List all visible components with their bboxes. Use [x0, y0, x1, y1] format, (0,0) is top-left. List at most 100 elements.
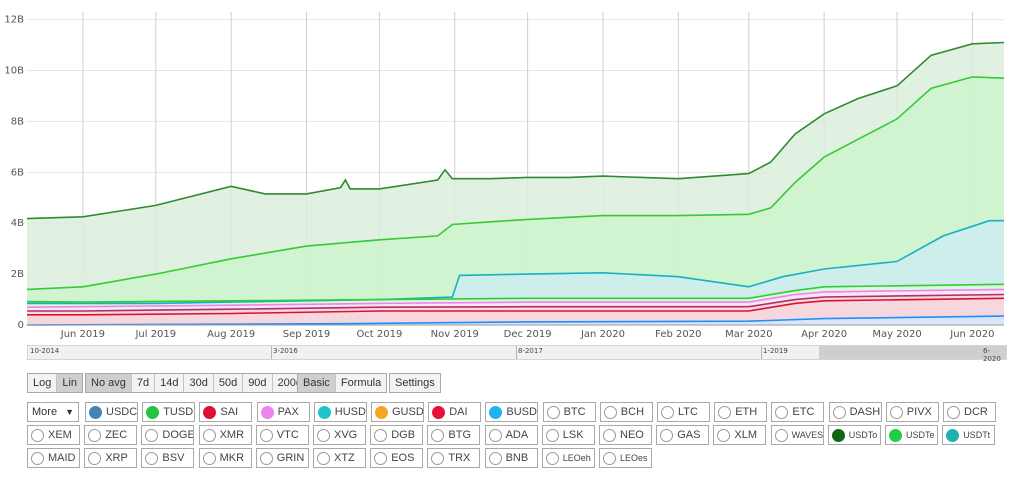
radio-icon	[488, 428, 502, 442]
coin-toggle-usdte[interactable]: USDTe	[885, 425, 938, 445]
series-line-2[interactable]	[27, 219, 1004, 305]
avg-7d-button[interactable]: 7d	[132, 374, 156, 392]
coin-toggle-label: GRIN	[276, 452, 305, 464]
selected-radio-icon	[889, 428, 902, 442]
series-area-7	[27, 316, 1004, 325]
radio-icon	[603, 405, 617, 419]
coin-toggle-lsk[interactable]: LSK	[541, 425, 595, 445]
coin-toggle-btg[interactable]: BTG	[427, 425, 481, 445]
coin-toggle-usdtt[interactable]: USDTt	[942, 425, 996, 445]
avg-50d-button[interactable]: 50d	[214, 374, 244, 392]
coin-toggle-grin[interactable]: GRIN	[255, 448, 309, 468]
coin-toggle-dash[interactable]: DASH	[828, 402, 882, 422]
series-line-1[interactable]	[26, 76, 1005, 291]
coin-toggle-label: NEO	[620, 429, 644, 441]
series-line-7[interactable]	[26, 315, 1005, 326]
coin-toggle-label: USDC	[106, 406, 138, 418]
y-tick-label: 4B	[11, 218, 24, 229]
coin-toggle-ada[interactable]: ADA	[484, 425, 538, 445]
coin-toggle-neo[interactable]: NEO	[599, 425, 652, 445]
avg-90d-button[interactable]: 90d	[243, 374, 273, 392]
series-line-5[interactable]	[27, 293, 1005, 312]
range-navigator[interactable]: 10-2014 3-2016 8-2017 1-2019 6-2020	[27, 345, 1007, 363]
selected-radio-icon	[260, 405, 274, 419]
navigator-selection[interactable]	[819, 346, 1006, 359]
x-tick-label: Sep 2019	[283, 329, 330, 340]
radio-icon	[431, 451, 445, 465]
coin-toggle-zec[interactable]: ZEC	[84, 425, 138, 445]
stablecoin-chart[interactable]: 0 2B 4B 6B 8B 10B 12B Jun 2019 Jul 2019 Aug 2019…	[0, 0, 1024, 345]
coin-toggle-xem[interactable]: XEM	[27, 425, 80, 445]
series-line-6[interactable]	[27, 297, 1005, 316]
log-scale-button[interactable]: Log	[28, 374, 58, 392]
coin-toggle-trx[interactable]: TRX	[427, 448, 481, 468]
coin-toggle-bch[interactable]: BCH	[599, 402, 653, 422]
radio-icon	[889, 405, 903, 419]
coin-toggle-xmr[interactable]: XMR	[198, 425, 252, 445]
formula-mode-button[interactable]: Formula	[340, 377, 382, 389]
coin-toggle-vtc[interactable]: VTC	[255, 425, 309, 445]
more-select[interactable]: More ▼	[27, 402, 79, 422]
coin-toggle-pivx[interactable]: PIVX	[885, 402, 939, 422]
coin-toggle-eos[interactable]: EOS	[370, 448, 424, 468]
coin-toggle-usdto[interactable]: USDTo	[827, 425, 881, 445]
coin-toggle-usdc[interactable]: USDC	[85, 402, 138, 422]
coin-toggle-dgb[interactable]: DGB	[370, 425, 424, 445]
coin-toggle-bsv[interactable]: BSV	[141, 448, 195, 468]
coin-toggle-etc[interactable]: ETC	[771, 402, 825, 422]
coin-toggle-dai[interactable]: DAI	[428, 402, 482, 422]
coin-toggle-bnb[interactable]: BNB	[484, 448, 538, 468]
coin-toggle-label: LEOeh	[562, 453, 591, 463]
radio-icon	[88, 451, 102, 465]
y-tick-label: 6B	[11, 167, 24, 178]
series-area-1	[27, 76, 1004, 326]
series-line-0[interactable]	[26, 41, 1005, 220]
coin-toggle-doge[interactable]: DOGE	[141, 425, 195, 445]
coin-toggle-label: TRX	[448, 452, 471, 464]
coin-toggle-busd[interactable]: BUSD	[485, 402, 539, 422]
avg-200d-button[interactable]: 200d	[277, 377, 303, 389]
coin-toggle-xrp[interactable]: XRP	[84, 448, 138, 468]
series-line-4[interactable]	[26, 288, 1005, 308]
radio-icon	[660, 428, 674, 442]
series-line-3[interactable]	[26, 283, 1005, 303]
lin-scale-button[interactable]: Lin	[57, 374, 83, 392]
coin-toggle-xtz[interactable]: XTZ	[313, 448, 366, 468]
coin-toggle-dcr[interactable]: DCR	[943, 402, 996, 422]
y-tick-label: 10B	[4, 66, 24, 77]
navigator-tick	[761, 346, 762, 359]
settings-button[interactable]: Settings	[395, 377, 435, 389]
radio-icon	[374, 428, 388, 442]
radio-icon	[88, 428, 102, 442]
coin-toggle-label: XVG	[334, 429, 358, 441]
coin-toggle-maid[interactable]: MAID	[27, 448, 80, 468]
avg-30d-button[interactable]: 30d	[184, 374, 214, 392]
coin-toggle-gas[interactable]: GAS	[656, 425, 710, 445]
coin-toggle-leoes[interactable]: LEOes	[599, 448, 652, 468]
coin-toggle-sai[interactable]: SAI	[199, 402, 253, 422]
coin-toggle-xlm[interactable]: XLM	[713, 425, 767, 445]
coin-toggle-leoeh[interactable]: LEOeh	[541, 448, 595, 468]
basic-mode-button[interactable]: Basic	[298, 374, 336, 392]
radio-icon	[661, 405, 674, 419]
x-tick-label: Jun 2020	[949, 329, 994, 340]
radio-icon	[145, 428, 159, 442]
coin-toggle-mkr[interactable]: MKR	[198, 448, 252, 468]
coin-toggle-waves[interactable]: WAVES	[770, 425, 824, 445]
coin-toggle-tusd[interactable]: TUSD	[142, 402, 196, 422]
coin-toggle-label: PIVX	[906, 406, 932, 418]
coin-toggle-btc[interactable]: BTC	[542, 402, 596, 422]
coin-toggle-gusd[interactable]: GUSD	[371, 402, 424, 422]
coin-toggle-label: BNB	[505, 452, 529, 464]
no-avg-button[interactable]: No avg	[86, 374, 132, 392]
coin-toggle-ltc[interactable]: LTC	[657, 402, 710, 422]
coin-toggle-eth[interactable]: ETH	[714, 402, 768, 422]
coin-toggle-xvg[interactable]: XVG	[313, 425, 366, 445]
avg-14d-button[interactable]: 14d	[155, 374, 185, 392]
radio-icon	[259, 428, 273, 442]
coin-toggle-husd[interactable]: HUSD	[313, 402, 367, 422]
x-tick-label: Oct 2019	[356, 329, 402, 340]
coin-toggle-label: ZEC	[105, 429, 128, 441]
coin-toggle-pax[interactable]: PAX	[256, 402, 310, 422]
radio-icon	[31, 451, 44, 465]
